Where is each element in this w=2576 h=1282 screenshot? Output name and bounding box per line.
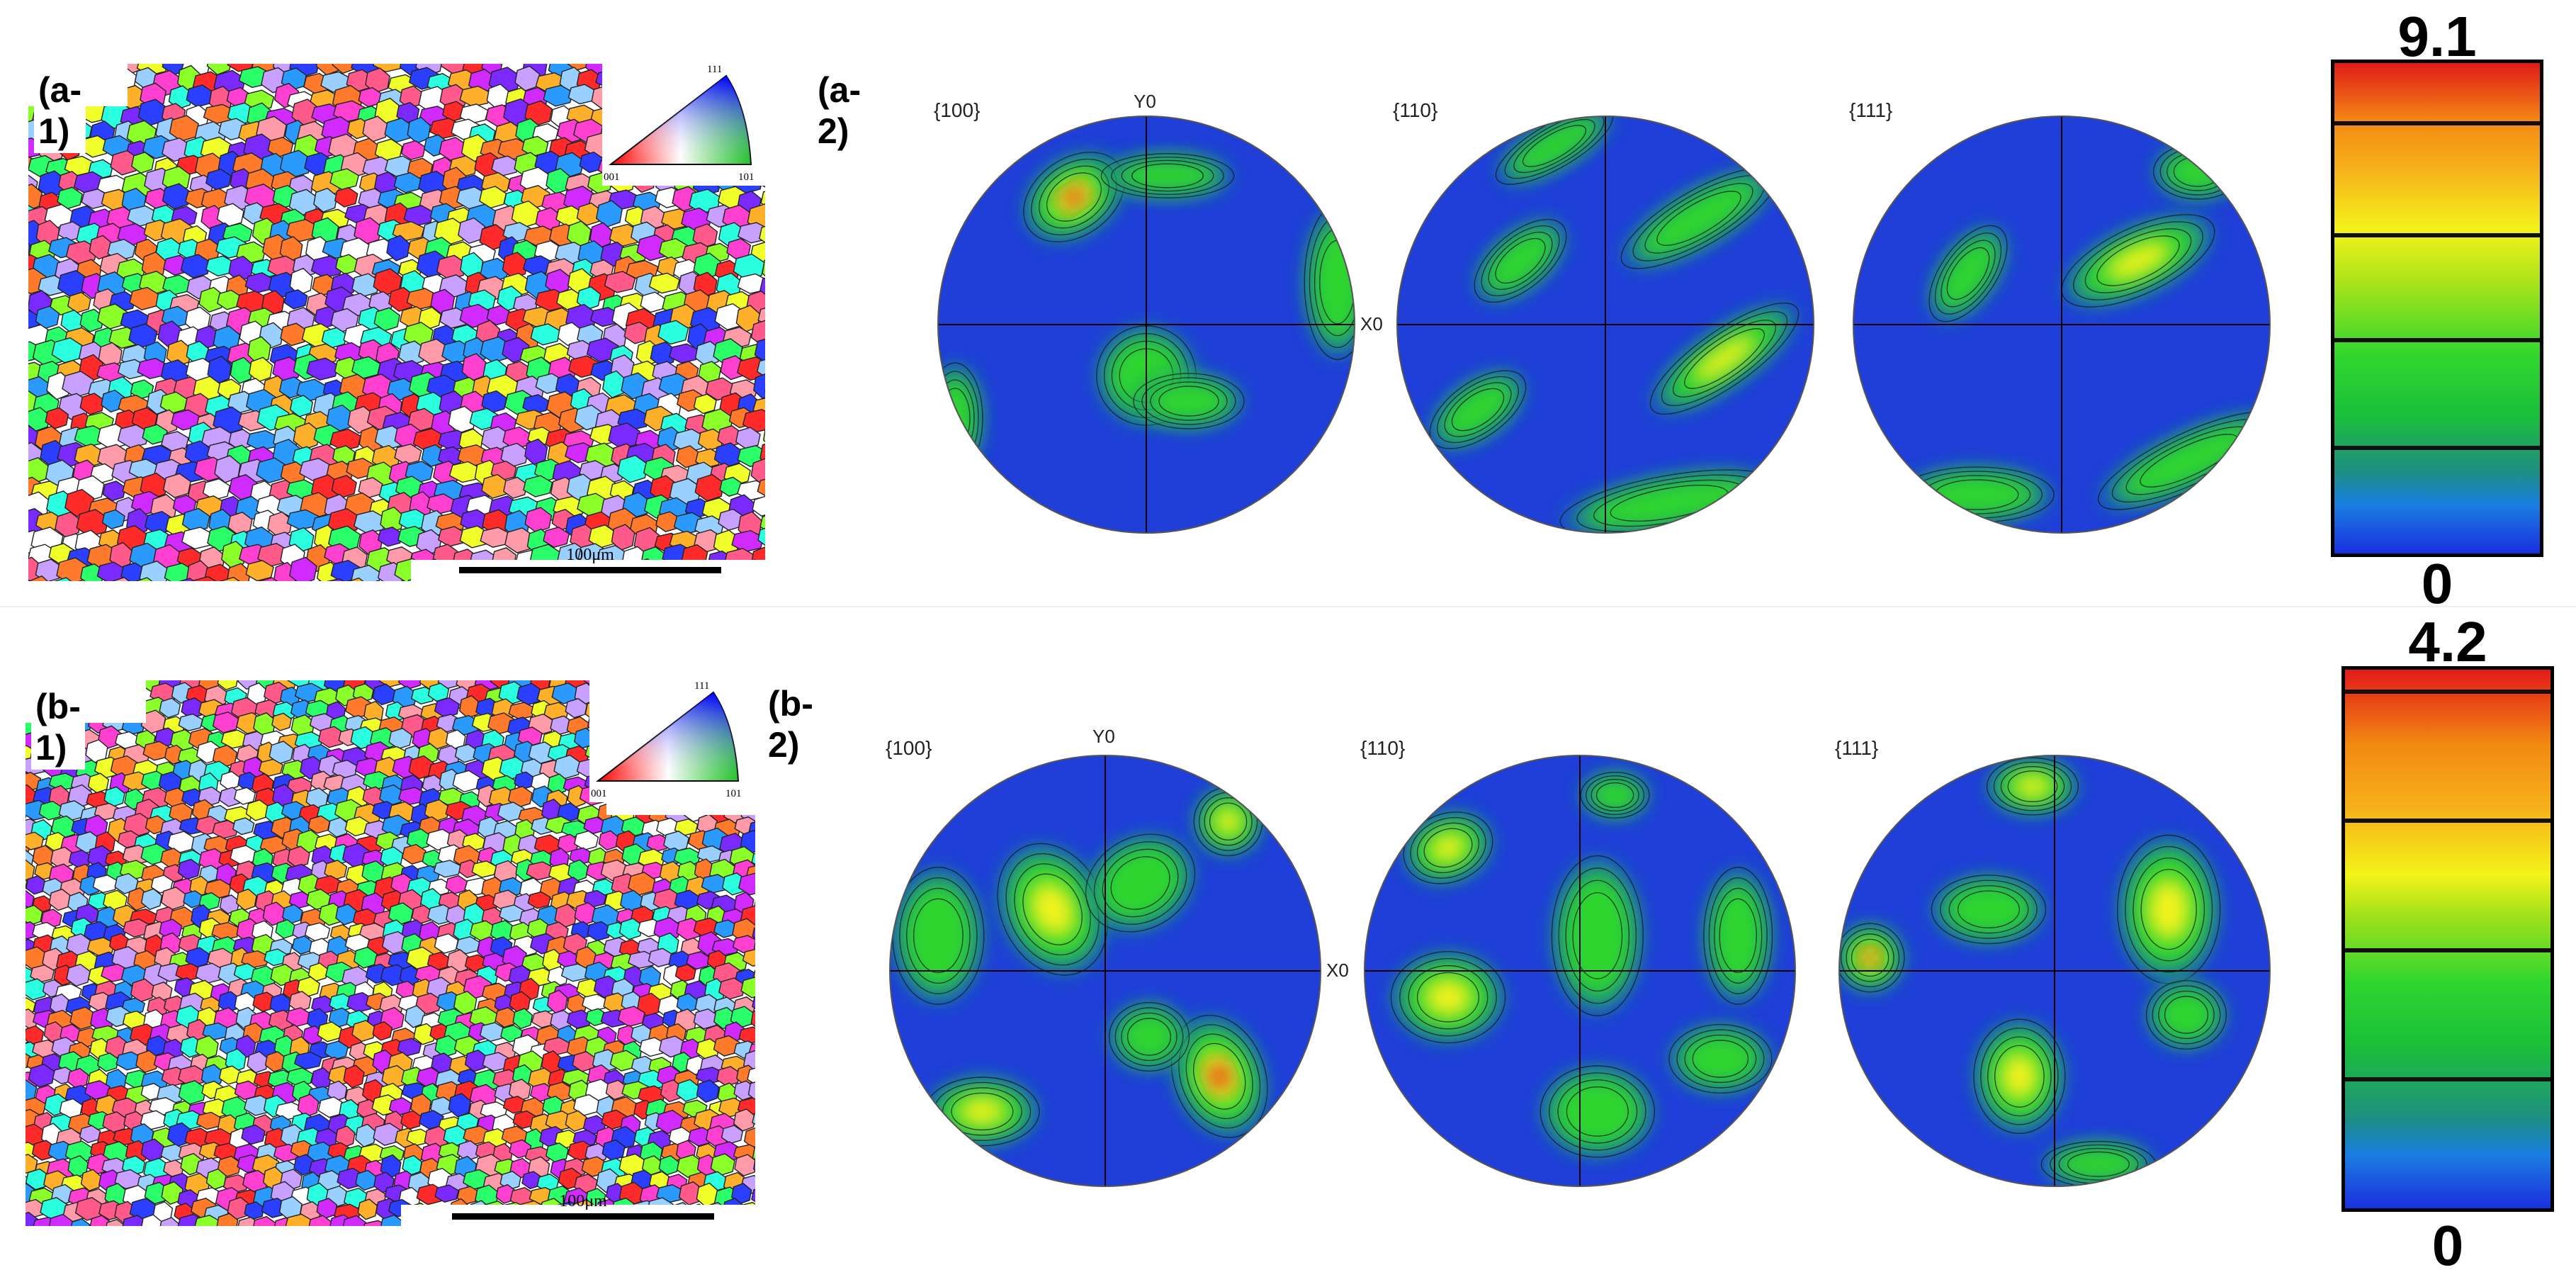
color-bar-max: 4.2 xyxy=(2408,610,2487,673)
axis-label-y: Y0 xyxy=(1092,726,1115,747)
pole-figure-111 xyxy=(1853,116,2271,534)
figure-label: (b-2) xyxy=(764,682,818,767)
scale-bar xyxy=(452,1213,714,1220)
pole-figure-title: {100} xyxy=(934,99,981,121)
figure-label: (a-2) xyxy=(813,68,866,153)
color-bar-min: 0 xyxy=(2421,552,2453,615)
pole-figure-100 xyxy=(889,755,1321,1187)
intensity-color-bar xyxy=(2331,60,2543,557)
figure-label: (a-1) xyxy=(34,68,86,153)
pole-figure-title: {100} xyxy=(886,737,932,759)
pole-figure-110 xyxy=(1364,755,1796,1187)
scale-bar-label: 100μm xyxy=(566,546,614,564)
pole-figure-title: {111} xyxy=(1835,737,1879,759)
color-bar-min: 0 xyxy=(2431,1214,2464,1277)
row-divider xyxy=(0,606,2576,607)
ipf-key-label-left: 001 xyxy=(591,788,607,799)
pole-figure-title: {110} xyxy=(1393,99,1438,121)
pole-figure-100 xyxy=(937,116,1355,534)
axis-label-y: Y0 xyxy=(1134,91,1156,112)
ipf-key-label-right: 101 xyxy=(725,788,742,799)
pole-figure-110 xyxy=(1396,116,1814,534)
scale-bar-label: 100μm xyxy=(559,1192,607,1210)
color-bar-max: 9.1 xyxy=(2397,5,2477,68)
scale-bar xyxy=(459,567,721,573)
axis-label-x: X0 xyxy=(1360,313,1383,334)
ipf-key-label-left: 001 xyxy=(604,172,620,183)
ipf-color-key: 111 001 101 xyxy=(589,675,752,802)
ipf-key-label-right: 101 xyxy=(738,172,755,183)
pole-figure-111 xyxy=(1838,755,2271,1187)
ipf-key-label-top: 111 xyxy=(707,64,722,75)
pole-figure-title: {110} xyxy=(1360,737,1406,759)
ipf-color-key: 111 001 101 xyxy=(602,58,765,186)
pole-figure-title: {111} xyxy=(1849,99,1893,121)
figure-label: (b-1) xyxy=(31,685,85,770)
axis-label-x: X0 xyxy=(1326,960,1349,981)
ipf-key-label-top: 111 xyxy=(694,680,709,692)
intensity-color-bar xyxy=(2341,666,2554,1212)
